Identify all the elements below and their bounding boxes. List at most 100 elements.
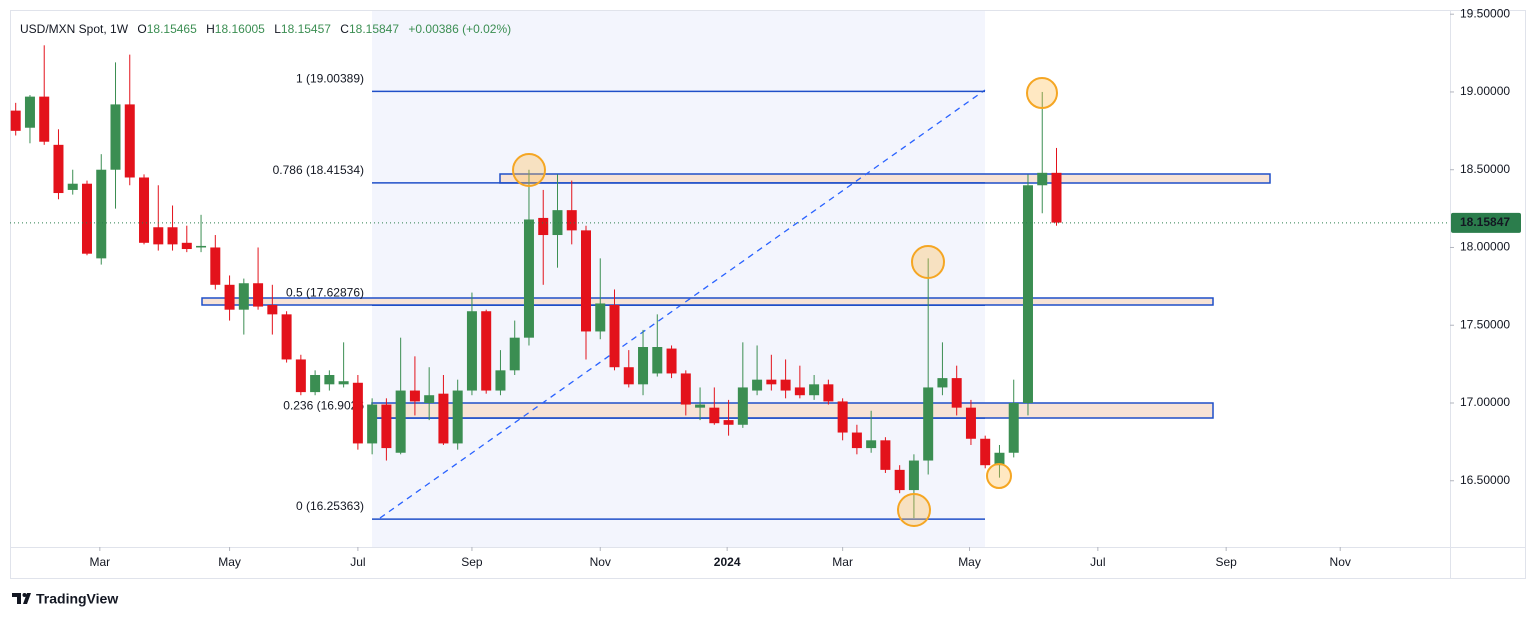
y-tick-label: 18.00000 [1460, 240, 1510, 254]
candle-body [310, 374, 321, 393]
candle [609, 289, 620, 371]
candle-body [96, 169, 107, 259]
highlight-circle [1026, 77, 1058, 109]
last-price-label: 18.15847 [1460, 215, 1510, 229]
highlight-circle [986, 463, 1012, 489]
candle-body [139, 177, 150, 243]
candle [809, 374, 820, 400]
change: +0.00386 (+0.02%) [408, 22, 511, 36]
fib-range-shade [372, 10, 985, 547]
candle-body [652, 347, 663, 374]
candle [709, 387, 720, 425]
candle-body [395, 390, 406, 453]
x-tick-label: Jul [1090, 555, 1105, 569]
candle [153, 185, 164, 251]
candle [1008, 379, 1019, 458]
candle [96, 154, 107, 265]
brand: TradingView [36, 591, 118, 607]
candle-body [723, 420, 734, 425]
candle-body [267, 305, 278, 315]
fib-label: 0.786 (18.41534) [273, 163, 364, 177]
candle-body [623, 367, 634, 385]
support-zone [371, 402, 1214, 419]
candle-body [737, 387, 748, 425]
candle-body [837, 401, 848, 433]
candle [837, 398, 848, 441]
x-tick-label: 2024 [714, 555, 741, 569]
o-label: O [137, 22, 146, 36]
candle [495, 350, 506, 396]
x-tick-label: Mar [89, 555, 110, 569]
candle-body [10, 110, 21, 131]
candle [737, 342, 748, 428]
candle [67, 169, 78, 195]
candle-body [324, 374, 335, 385]
candle-body [809, 384, 820, 396]
candle-body [1008, 402, 1019, 453]
candle-body [238, 283, 249, 310]
candle-body [638, 347, 649, 385]
candles [10, 45, 1062, 519]
candle [338, 342, 349, 388]
candle-body [124, 104, 135, 178]
candle [10, 102, 21, 136]
candle [481, 309, 492, 394]
candle-body [210, 247, 221, 285]
candle [81, 180, 92, 256]
frame [10, 10, 1526, 579]
y-tick-label: 19.50000 [1460, 6, 1510, 20]
candle-body [281, 314, 292, 360]
candle [866, 410, 877, 453]
candle-body [994, 452, 1005, 466]
candle [595, 258, 606, 340]
highlight-circle [911, 245, 945, 279]
candle-body [866, 440, 877, 449]
candle-body [452, 390, 463, 444]
c-label: C [340, 22, 349, 36]
candle [466, 292, 477, 396]
candle-body [609, 305, 620, 368]
candle [851, 424, 862, 455]
candle [452, 379, 463, 450]
candle-body [338, 381, 349, 385]
c-value: 18.15847 [349, 22, 399, 36]
candle-body [53, 144, 64, 194]
candle-body [295, 359, 306, 393]
l-value: 18.15457 [281, 22, 331, 36]
candle-body [680, 373, 691, 405]
candle-body [224, 284, 235, 310]
fib-label: 0.5 (17.62876) [286, 285, 364, 299]
candle-body [67, 183, 78, 190]
fib-label: 1 (19.00389) [296, 72, 364, 86]
candle-body [367, 404, 378, 444]
candle-body [851, 432, 862, 449]
candle-body [923, 387, 934, 461]
highlight-circle [512, 153, 546, 187]
candle-body [424, 395, 435, 403]
candle-body [509, 337, 520, 371]
candle [652, 314, 663, 377]
candle [295, 354, 306, 396]
y-tick-label: 18.50000 [1460, 162, 1510, 176]
candle [352, 374, 363, 450]
candle [310, 370, 321, 396]
candle [766, 354, 777, 391]
y-tick-label: 17.00000 [1460, 395, 1510, 409]
candle [523, 169, 534, 346]
candle-body [481, 311, 492, 391]
candle-body [81, 183, 92, 254]
fib-label: 0.236 (16.9026 [283, 398, 364, 412]
candle [680, 370, 691, 416]
candle [39, 45, 50, 145]
candle [224, 275, 235, 321]
candle-body [951, 378, 962, 408]
candle [24, 95, 35, 144]
candle [965, 399, 976, 445]
candle [538, 189, 549, 285]
highlights [512, 77, 1058, 527]
candle-body [523, 219, 534, 338]
candle-body [766, 379, 777, 385]
x-tick-label: May [218, 555, 241, 569]
candle [780, 359, 791, 399]
candle-body [1051, 172, 1062, 223]
